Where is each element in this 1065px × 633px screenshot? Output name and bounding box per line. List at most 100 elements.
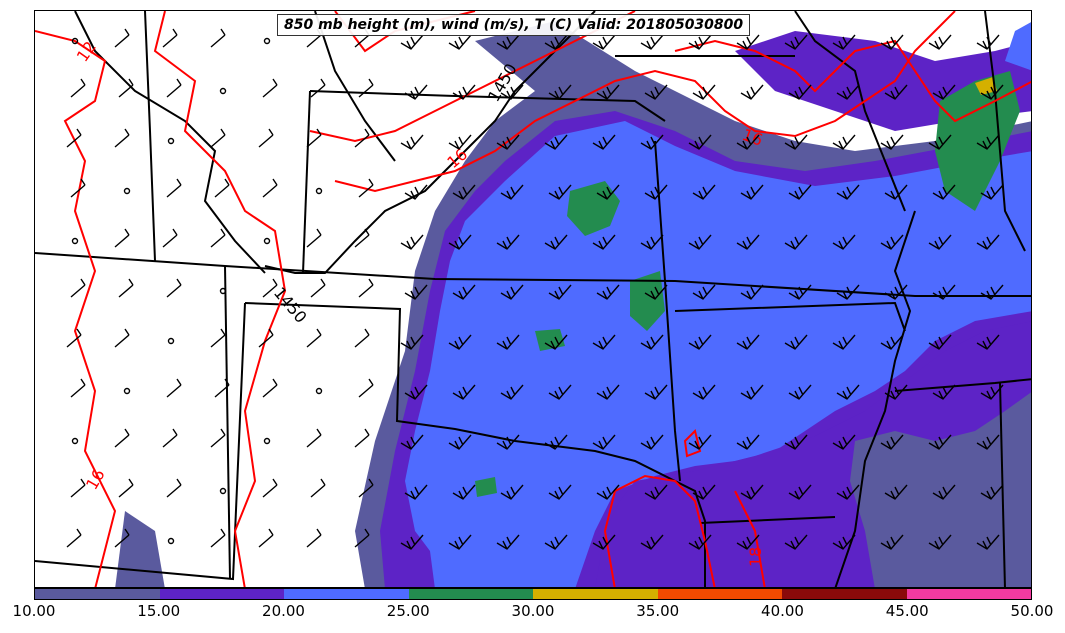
- wind-barb: [306, 328, 322, 348]
- wind-barb-calm: [263, 437, 271, 445]
- wind-barb: [358, 278, 374, 298]
- wind-barb: [114, 428, 130, 448]
- wind-barb: [644, 84, 668, 100]
- temperature-label: 18: [746, 547, 765, 567]
- height-contour: [74, 11, 266, 274]
- wind-barb: [884, 284, 908, 300]
- wind-barb: [932, 184, 956, 200]
- wind-barb: [500, 484, 524, 500]
- wind-barb: [214, 378, 230, 398]
- wind-fill-25-30-e: [475, 477, 497, 497]
- wind-barb: [400, 234, 424, 250]
- state-border: [794, 11, 906, 212]
- wind-barb-calm: [219, 287, 227, 295]
- wind-barb: [354, 228, 370, 248]
- wind-barb: [358, 478, 374, 498]
- state-border: [834, 210, 916, 587]
- wind-barb: [310, 478, 326, 498]
- colorbar-bin: [533, 589, 658, 599]
- wind-barb: [932, 384, 956, 400]
- wind-barb: [836, 184, 860, 200]
- wind-barb: [736, 134, 760, 150]
- wind-barb: [596, 384, 620, 400]
- wind-barb: [788, 184, 812, 200]
- map-frame: 1450 1450 12 16 16 16 18: [34, 10, 1032, 588]
- wind-barb: [500, 184, 524, 200]
- wind-barb: [980, 384, 1004, 400]
- state-border: [894, 378, 1031, 392]
- wind-barb-calm: [219, 87, 227, 95]
- colorbar-tick-label: 45.00: [885, 602, 929, 620]
- wind-barb: [644, 184, 668, 200]
- wind-barb: [832, 534, 856, 550]
- wind-barb: [740, 484, 764, 500]
- wind-barb: [640, 534, 664, 550]
- colorbar: [34, 588, 1032, 600]
- wind-barb: [928, 34, 952, 50]
- wind-barb: [70, 378, 86, 398]
- wind-barb: [596, 284, 620, 300]
- wind-barb: [740, 284, 764, 300]
- wind-barb: [210, 528, 226, 548]
- wind-barb: [688, 134, 712, 150]
- wind-barb: [736, 234, 760, 250]
- wind-speed-fill: [115, 21, 1031, 587]
- temperature-contours: [35, 11, 1031, 587]
- wind-barb: [448, 134, 472, 150]
- wind-fill-25-30-b: [630, 271, 665, 331]
- wind-barb: [210, 128, 226, 148]
- wind-barb: [354, 128, 370, 148]
- wind-barb: [496, 234, 520, 250]
- wind-barb: [788, 84, 812, 100]
- wind-barbs: [66, 28, 1004, 550]
- wind-barb: [740, 184, 764, 200]
- wind-barb: [932, 484, 956, 500]
- wind-barb: [306, 128, 322, 148]
- wind-barb-calm: [167, 137, 175, 145]
- wind-barb: [448, 34, 472, 50]
- wind-barb: [736, 34, 760, 50]
- wind-barb: [928, 334, 952, 350]
- wind-barb: [496, 134, 520, 150]
- state-border: [674, 301, 906, 332]
- temperature-contour: [674, 39, 1031, 123]
- wind-barb: [736, 334, 760, 350]
- state-border: [144, 11, 156, 262]
- wind-barb: [354, 528, 370, 548]
- wind-barb: [500, 284, 524, 300]
- wind-barb: [500, 384, 524, 400]
- wind-barb: [688, 34, 712, 50]
- wind-barb: [740, 84, 764, 100]
- wind-barb: [404, 384, 428, 400]
- state-border: [699, 516, 836, 524]
- wind-barb: [788, 384, 812, 400]
- wind-barb-calm: [123, 187, 131, 195]
- wind-barb: [448, 434, 472, 450]
- wind-barb: [548, 384, 572, 400]
- colorbar-bin: [159, 589, 284, 599]
- wind-barb: [114, 128, 130, 148]
- temperature-contour: [603, 474, 716, 587]
- wind-barb: [500, 84, 524, 100]
- wind-barb: [210, 328, 226, 348]
- wind-barb: [596, 184, 620, 200]
- wind-barb: [114, 228, 130, 248]
- wind-barb: [688, 234, 712, 250]
- wind-barb: [66, 528, 82, 548]
- wind-barb: [358, 78, 374, 98]
- wind-barb: [70, 78, 86, 98]
- wind-barb-calm: [123, 387, 131, 395]
- state-borders: [35, 11, 1031, 587]
- wind-barb: [496, 34, 520, 50]
- wind-barb: [640, 434, 664, 450]
- wind-barb: [980, 484, 1004, 500]
- wind-barb: [262, 378, 278, 398]
- wind-barb: [544, 534, 568, 550]
- wind-barb: [596, 84, 620, 100]
- wind-barb: [736, 434, 760, 450]
- colorbar-ticks: 10.00 15.00 20.00 25.00 30.00 35.00 40.00 45.00…: [13, 600, 1054, 630]
- wind-barb: [210, 228, 226, 248]
- wind-barb: [932, 284, 956, 300]
- wind-barb: [592, 534, 616, 550]
- wind-barb: [880, 234, 904, 250]
